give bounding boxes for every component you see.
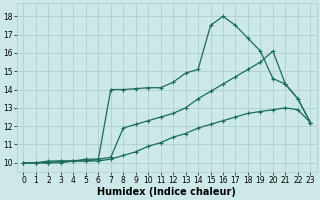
X-axis label: Humidex (Indice chaleur): Humidex (Indice chaleur) [98, 187, 236, 197]
